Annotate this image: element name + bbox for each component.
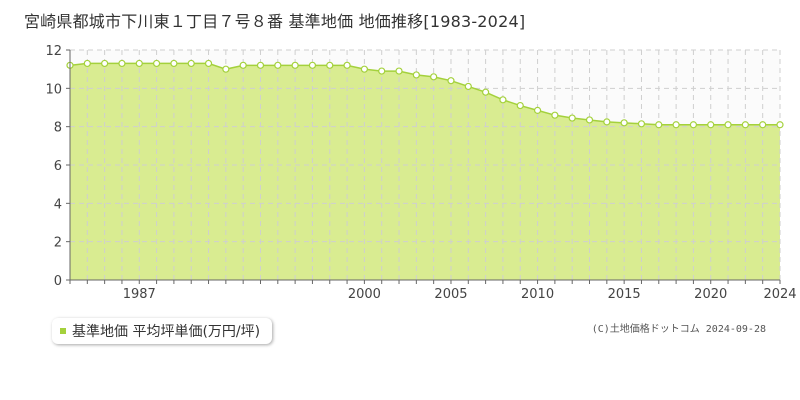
data-point bbox=[689, 121, 698, 129]
data-point bbox=[291, 61, 299, 69]
data-point bbox=[499, 96, 507, 104]
y-tick-label: 4 bbox=[54, 197, 62, 212]
x-tick-label: 1987 bbox=[123, 287, 156, 302]
data-point bbox=[533, 106, 542, 114]
data-point bbox=[256, 61, 265, 69]
data-point bbox=[204, 59, 213, 68]
data-point bbox=[308, 61, 317, 69]
data-point bbox=[239, 61, 247, 69]
data-point bbox=[568, 114, 576, 122]
data-point bbox=[759, 121, 767, 129]
data-point bbox=[222, 65, 230, 73]
y-tick-label: 2 bbox=[54, 236, 62, 251]
data-point bbox=[187, 59, 195, 68]
data-point bbox=[741, 121, 749, 129]
y-tick-label: 10 bbox=[45, 82, 62, 97]
data-point bbox=[360, 65, 368, 73]
x-tick-label: 2015 bbox=[608, 287, 641, 302]
data-point bbox=[724, 121, 732, 129]
y-tick-label: 8 bbox=[54, 121, 62, 136]
data-point bbox=[447, 77, 455, 85]
data-point bbox=[395, 67, 403, 75]
data-point bbox=[585, 116, 594, 124]
data-point bbox=[274, 61, 282, 69]
data-point bbox=[776, 121, 784, 129]
y-tick-label: 6 bbox=[54, 159, 62, 174]
credit-text: (C)土地価格ドットコム 2024-09-28 bbox=[591, 324, 766, 335]
data-point bbox=[152, 59, 161, 68]
data-point bbox=[603, 118, 611, 126]
data-point bbox=[672, 121, 680, 129]
legend-label: 基準地価 平均坪単価(万円/坪) bbox=[72, 324, 261, 340]
data-point bbox=[83, 59, 91, 68]
data-point bbox=[464, 82, 472, 91]
x-tick-label: 2024 bbox=[763, 287, 796, 302]
x-tick-label: 2010 bbox=[521, 287, 554, 302]
x-tick-label: 2000 bbox=[348, 287, 381, 302]
y-tick-label: 0 bbox=[54, 274, 62, 289]
data-point bbox=[343, 61, 351, 69]
data-point bbox=[170, 59, 178, 68]
legend: 基準地価 平均坪単価(万円/坪) bbox=[52, 318, 273, 344]
legend-swatch bbox=[60, 328, 66, 334]
data-point bbox=[326, 61, 334, 69]
data-point bbox=[135, 59, 143, 68]
data-point bbox=[101, 59, 109, 68]
series-area bbox=[70, 63, 780, 280]
data-point bbox=[637, 120, 646, 128]
data-point bbox=[707, 121, 715, 129]
data-point bbox=[412, 71, 420, 79]
x-tick-label: 2005 bbox=[434, 287, 467, 302]
data-point bbox=[430, 73, 438, 81]
data-point bbox=[655, 121, 663, 129]
x-tick-label: 2020 bbox=[694, 287, 727, 302]
data-point bbox=[620, 119, 628, 127]
data-point bbox=[482, 88, 490, 96]
data-point bbox=[378, 67, 386, 75]
data-point bbox=[118, 59, 126, 68]
y-tick-label: 12 bbox=[45, 44, 62, 59]
chart-title: 宮崎県都城市下川東１丁目７号８番 基準地価 地価推移[1983-2024] bbox=[24, 12, 526, 31]
data-point bbox=[516, 101, 524, 110]
data-point bbox=[551, 111, 559, 119]
